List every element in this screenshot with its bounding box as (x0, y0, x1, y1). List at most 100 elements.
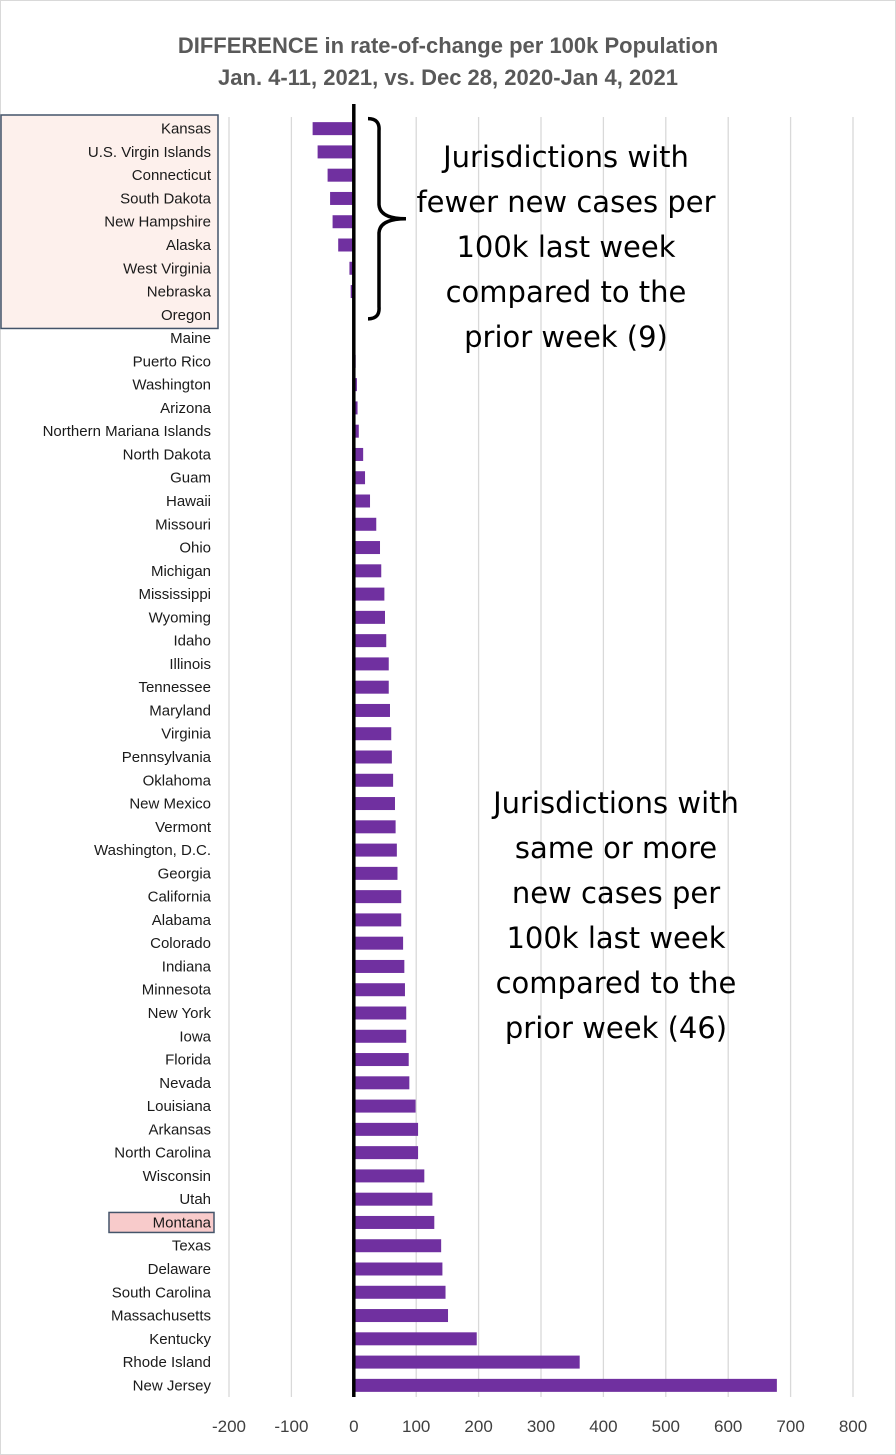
annotation-more-line: 100k last week (506, 921, 725, 955)
bar (353, 1146, 419, 1160)
fewer-cases-group-box (0, 114, 219, 330)
bar (353, 750, 392, 764)
category-label: Virginia (161, 726, 211, 743)
category-label: Oklahoma (143, 772, 212, 789)
bar (317, 145, 354, 159)
category-label: Colorado (150, 935, 211, 952)
category-label: Texas (172, 1238, 211, 1255)
category-label: Idaho (173, 633, 211, 650)
annotations: Jurisdictions with fewer new cases per 100… (416, 140, 738, 1045)
annotation-fewer-line: fewer new cases per (416, 185, 715, 219)
bar (353, 913, 402, 927)
category-label: Nebraska (147, 284, 212, 301)
category-label: Oregon (161, 307, 211, 324)
category-highlights (0, 114, 219, 1234)
category-label: Connecticut (132, 167, 212, 184)
category-label: Illinois (169, 656, 211, 673)
x-tick-label: 100 (402, 1417, 430, 1436)
bar (353, 424, 359, 438)
annotation-more-line: same or more (515, 831, 717, 865)
category-label: Montana (153, 1214, 212, 1231)
annotation-fewer-line: prior week (9) (464, 320, 668, 354)
category-label: Mississippi (138, 586, 211, 603)
bar (353, 1099, 416, 1113)
x-tick-label: 400 (589, 1417, 617, 1436)
category-label: Puerto Rico (133, 353, 211, 370)
category-label: Nevada (159, 1075, 211, 1092)
bars (312, 122, 777, 1392)
category-label: Guam (170, 470, 211, 487)
category-label: Michigan (151, 563, 211, 580)
category-labels: Kansas U.S. Virgin Islands Connecticut Sout… (43, 121, 212, 1395)
category-label: Washington, D.C. (94, 842, 211, 859)
bar (353, 936, 404, 950)
category-label: Alaska (166, 237, 212, 254)
annotation-more-line: compared to the (496, 966, 737, 1000)
bar (312, 122, 354, 136)
category-label: Pennsylvania (122, 749, 212, 766)
category-label: Northern Mariana Islands (43, 423, 211, 440)
category-label: Massachusetts (111, 1308, 211, 1325)
category-label: Wisconsin (143, 1168, 211, 1185)
category-label: Vermont (155, 819, 212, 836)
x-tick-label: 600 (714, 1417, 742, 1436)
category-label: North Dakota (123, 446, 212, 463)
bar (353, 657, 389, 671)
bar (330, 191, 354, 205)
title-line-2: Jan. 4-11, 2021, vs. Dec 28, 2020-Jan 4,… (218, 65, 678, 90)
category-label: West Virginia (123, 260, 211, 277)
bar (353, 1239, 442, 1253)
bar (353, 494, 371, 508)
category-label: New Jersey (133, 1377, 212, 1394)
category-label: New Hampshire (104, 214, 211, 231)
x-tick-label: 800 (839, 1417, 867, 1436)
category-label: Delaware (148, 1261, 211, 1278)
category-label: Wyoming (149, 609, 211, 626)
x-tick-label: 500 (652, 1417, 680, 1436)
x-tick-labels: -200 -100 0 100 200 300 400 500 600 700 800 (212, 1417, 867, 1436)
x-tick-label: -100 (274, 1417, 308, 1436)
bar (353, 773, 394, 787)
curly-brace (367, 116, 407, 321)
bar (353, 1378, 777, 1392)
bar (353, 1309, 449, 1323)
bar (353, 541, 381, 555)
bar (332, 215, 354, 229)
bar (353, 797, 395, 811)
annotation-fewer-line: Jurisdictions with (441, 140, 689, 174)
annotation-fewer-line: 100k last week (456, 230, 675, 264)
bar (353, 727, 392, 741)
bar (353, 1192, 433, 1206)
montana-highlight-box (108, 1211, 215, 1234)
category-label: Florida (165, 1052, 212, 1069)
bar (353, 1122, 419, 1136)
bar (353, 1285, 446, 1299)
category-label: Indiana (162, 958, 212, 975)
group-brace (367, 116, 407, 321)
category-label: California (148, 889, 212, 906)
bar (353, 959, 405, 973)
bar (353, 401, 358, 415)
category-label: U.S. Virgin Islands (88, 144, 211, 161)
bar (353, 1262, 443, 1276)
bar (353, 447, 364, 461)
annotation-more-line: new cases per (512, 876, 720, 910)
bar (353, 517, 377, 531)
bar (353, 471, 366, 485)
bar (353, 680, 389, 694)
gridlines (228, 117, 854, 1397)
bar (353, 1029, 407, 1043)
annotation-more-line: prior week (46) (505, 1011, 727, 1045)
category-label: Hawaii (166, 493, 211, 510)
category-label: Washington (132, 377, 211, 394)
category-label: New York (148, 1005, 212, 1022)
bar (353, 890, 402, 904)
annotation-fewer-line: compared to the (446, 275, 687, 309)
bar (353, 1006, 407, 1020)
category-label: Georgia (158, 865, 212, 882)
category-label: Alabama (152, 912, 212, 929)
bar (353, 1332, 477, 1346)
bar (353, 820, 396, 834)
category-label: Maine (170, 330, 211, 347)
category-label: Louisiana (147, 1098, 212, 1115)
